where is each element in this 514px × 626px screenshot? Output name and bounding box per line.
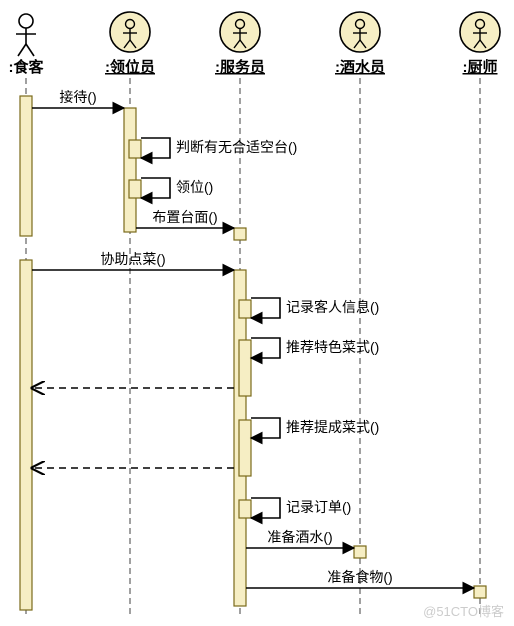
activation-waiter <box>239 340 251 396</box>
message-label: 记录订单() <box>286 499 351 515</box>
activation-usher <box>129 180 141 198</box>
message: 记录客人信息() <box>251 298 379 318</box>
activation-customer <box>20 260 32 610</box>
message-label: 准备食物() <box>327 569 392 585</box>
message-label: 准备酒水() <box>267 529 332 545</box>
activation-chef <box>474 586 486 598</box>
message-label: 记录客人信息() <box>286 299 379 315</box>
actor-label-usher: :领位员 <box>105 58 155 76</box>
activation-waiter <box>234 228 246 240</box>
activation-bartender <box>354 546 366 558</box>
message: 接待() <box>32 89 124 108</box>
actor-label-waiter: :服务员 <box>215 58 265 76</box>
message-label: 协助点菜() <box>100 251 165 267</box>
message: 领位() <box>141 178 213 198</box>
activation-waiter <box>239 300 251 318</box>
activation-waiter <box>239 420 251 476</box>
activation-usher <box>129 140 141 158</box>
message: 准备酒水() <box>246 529 354 548</box>
message: 记录订单() <box>251 498 351 518</box>
activation-customer <box>20 96 32 236</box>
message: 推荐提成菜式() <box>251 418 379 438</box>
activation-usher <box>124 108 136 232</box>
actor-usher: :领位员 <box>105 12 155 616</box>
message-label: 接待() <box>59 89 96 105</box>
actor-chef: :厨师 <box>460 12 500 616</box>
message: 判断有无合适空台() <box>141 138 297 158</box>
actor-label-bartender: :酒水员 <box>335 58 385 76</box>
activation-waiter <box>239 500 251 518</box>
actor-label-chef: :厨师 <box>463 58 498 76</box>
message: 协助点菜() <box>32 251 234 270</box>
message-label: 布置台面() <box>152 209 217 225</box>
message: 推荐特色菜式() <box>251 338 379 358</box>
message: 布置台面() <box>136 209 234 228</box>
message: 准备食物() <box>246 569 474 588</box>
message-label: 领位() <box>176 179 213 195</box>
message-label: 推荐提成菜式() <box>286 419 379 435</box>
actor-label-customer: :食客 <box>9 58 45 76</box>
message-label: 判断有无合适空台() <box>176 139 297 155</box>
message-label: 推荐特色菜式() <box>286 339 379 355</box>
